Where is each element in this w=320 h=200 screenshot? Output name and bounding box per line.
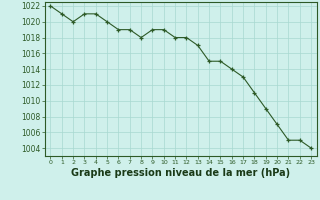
X-axis label: Graphe pression niveau de la mer (hPa): Graphe pression niveau de la mer (hPa) (71, 168, 290, 178)
